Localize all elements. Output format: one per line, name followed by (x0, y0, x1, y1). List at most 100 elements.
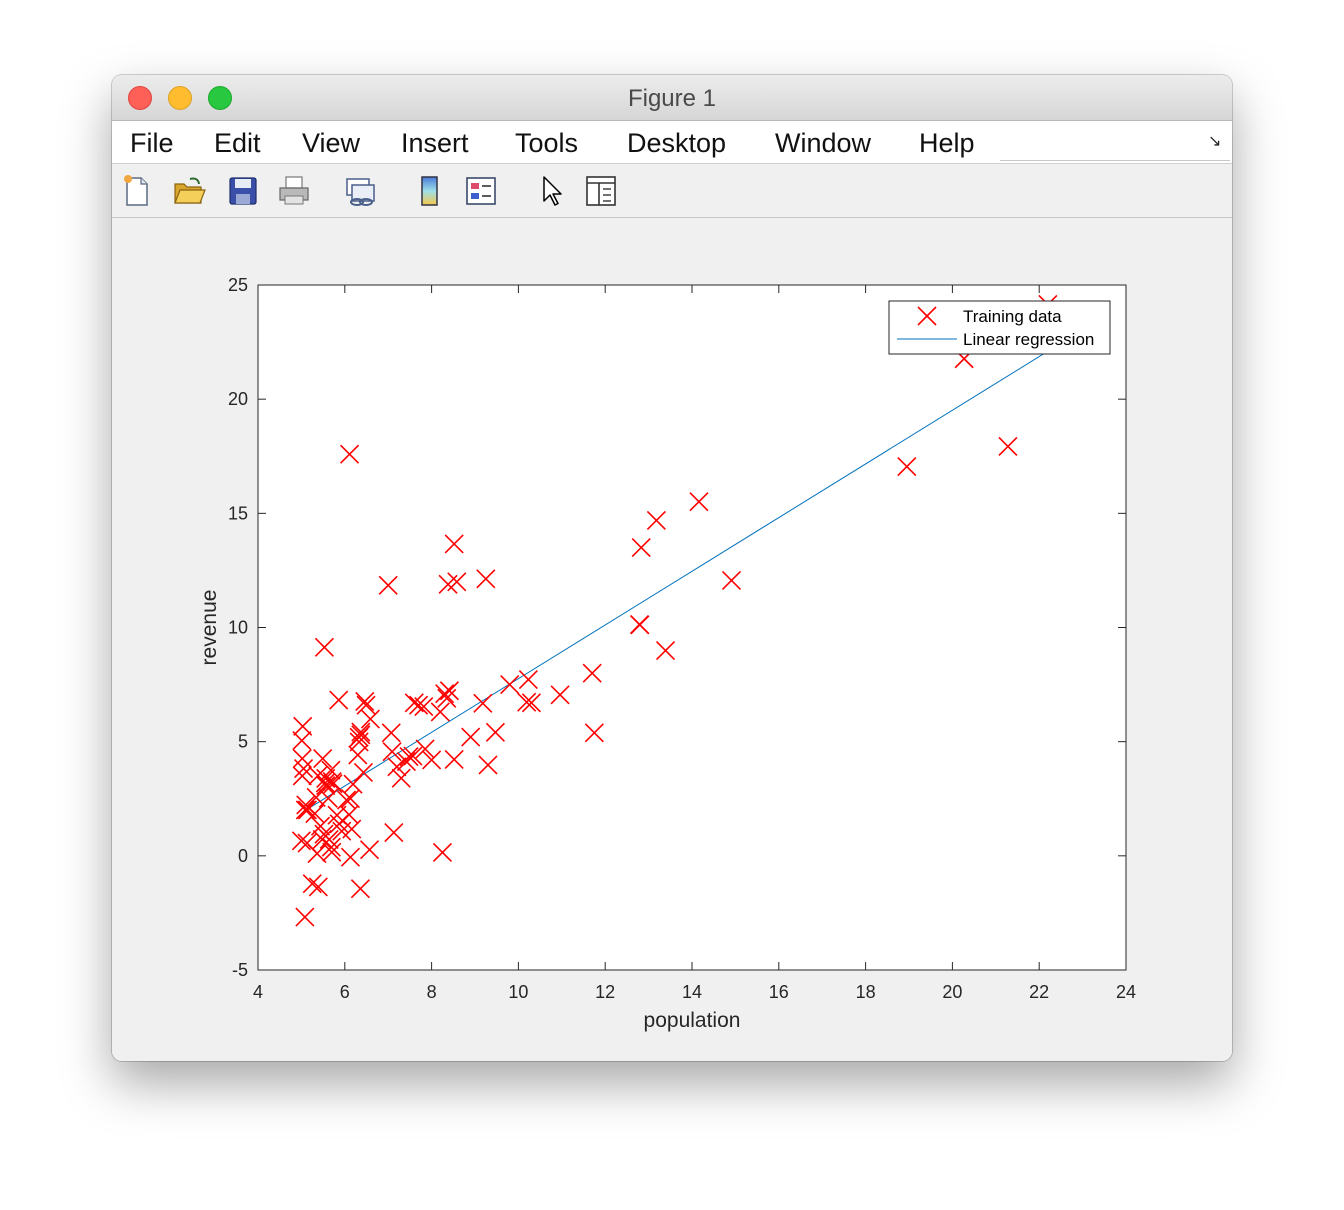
x-tick-label: 24 (1116, 982, 1136, 1002)
data-point-marker (360, 709, 380, 729)
x-axis-label: population (644, 1009, 741, 1032)
close-window-button[interactable] (128, 86, 152, 110)
data-point-marker (322, 842, 342, 862)
data-point-marker (430, 702, 450, 722)
data-point-marker (382, 742, 402, 762)
title-bar[interactable]: Figure 1 (112, 75, 1232, 121)
property-inspector-icon[interactable] (584, 174, 618, 208)
scatter-chart[interactable]: 4 6 8 10 12 14 16 18 20 22 24 -5 0 5 10 15 20 25 populati… (112, 218, 1232, 1061)
data-point-marker (302, 874, 322, 894)
menu-edit[interactable]: Edit (214, 128, 261, 158)
print-icon[interactable] (277, 174, 311, 208)
axis-ticks (257, 284, 1127, 971)
data-point-marker (381, 723, 401, 743)
x-tick-label: 8 (427, 982, 437, 1002)
menu-bar: File Edit View Insert Tools Desktop Wind… (112, 121, 1232, 164)
menu-view[interactable]: View (302, 128, 361, 158)
data-point-marker (378, 575, 398, 595)
legend-box (888, 300, 1111, 355)
data-point-marker (422, 750, 442, 770)
data-point-marker (351, 722, 371, 742)
data-point-marker (355, 691, 375, 712)
legend-icon[interactable] (464, 174, 498, 208)
menu-insert[interactable]: Insert (401, 128, 469, 158)
data-point-marker (310, 816, 331, 836)
data-point-marker (444, 534, 464, 554)
data-point-marker (500, 675, 520, 695)
new-figure-icon[interactable] (120, 174, 154, 208)
data-point-marker (582, 663, 602, 683)
x-tick-label: 16 (769, 982, 789, 1002)
menu-divider (1000, 160, 1230, 161)
data-point-marker (435, 684, 455, 704)
data-point-marker (356, 695, 376, 715)
menu-tools[interactable]: Tools (515, 128, 579, 158)
menu-help[interactable]: Help (919, 128, 975, 158)
data-point-marker (291, 831, 311, 851)
data-point-marker (721, 570, 742, 591)
plot-area: 4 6 8 10 12 14 16 18 20 22 24 -5 0 5 10 15 20 25 populati… (112, 218, 1232, 1061)
data-point-marker (655, 640, 676, 661)
data-point-marker (297, 800, 318, 820)
data-point-marker (350, 879, 370, 899)
data-point-marker (332, 821, 352, 841)
open-file-icon[interactable] (172, 174, 206, 208)
data-point-marker (447, 572, 467, 592)
window-title: Figure 1 (627, 85, 717, 112)
data-point-marker (314, 637, 334, 657)
y-axis-label: revenue (198, 590, 221, 666)
x-tick-label: 6 (340, 982, 350, 1002)
data-point-marker (517, 692, 537, 712)
legend-entry-regression: Linear regression (963, 330, 1094, 349)
data-point-marker (292, 766, 312, 786)
y-tick-label: -5 (232, 960, 248, 980)
data-point-marker (321, 760, 341, 780)
legend[interactable]: Training data Linear regression (888, 300, 1111, 355)
data-point-marker (415, 739, 435, 759)
x-tick-label: 18 (856, 982, 876, 1002)
training-data-markers (291, 294, 1058, 927)
y-tick-label: 0 (238, 846, 248, 866)
data-point-marker (292, 730, 312, 751)
x-tick-label: 20 (942, 982, 962, 1002)
menu-desktop[interactable]: Desktop (627, 128, 727, 158)
data-point-marker (461, 727, 481, 747)
data-point-marker (316, 768, 336, 788)
data-point-marker (998, 436, 1018, 456)
x-tick-label: 10 (508, 982, 528, 1002)
data-point-marker (476, 569, 496, 589)
data-point-marker (414, 696, 434, 717)
y-tick-label: 10 (228, 618, 248, 638)
minimize-window-button[interactable] (168, 86, 192, 110)
data-point-marker (340, 788, 361, 809)
dock-arrow-icon[interactable]: ↘ (1208, 133, 1222, 150)
data-point-marker (485, 722, 505, 742)
data-point-marker (295, 800, 315, 820)
regression-line-layer (305, 350, 1049, 811)
legend-marker-icon (917, 306, 937, 326)
data-point-marker (340, 847, 361, 867)
data-point-marker (313, 748, 333, 769)
data-point-marker (295, 907, 315, 927)
data-point-marker (689, 492, 709, 512)
data-point-marker (384, 822, 404, 843)
data-point-marker (550, 685, 570, 705)
colorbar-icon[interactable] (413, 174, 447, 208)
data-point-marker (409, 695, 429, 715)
menu-window[interactable]: Window (775, 128, 872, 158)
data-point-marker (439, 681, 459, 701)
data-point-marker (296, 795, 316, 815)
maximize-window-button[interactable] (208, 86, 232, 110)
data-point-marker (387, 757, 407, 777)
menu-file[interactable]: File (130, 128, 174, 158)
data-point-marker (646, 510, 666, 530)
data-point-marker (444, 749, 464, 770)
data-point-marker (432, 842, 453, 862)
data-point-marker (316, 775, 336, 796)
edit-plot-arrow-icon[interactable] (536, 174, 570, 208)
legend-entry-training: Training data (963, 307, 1062, 326)
y-tick-label: 25 (228, 275, 248, 295)
link-plot-icon[interactable] (343, 174, 377, 208)
regression-line (305, 350, 1049, 811)
save-icon[interactable] (226, 174, 260, 208)
